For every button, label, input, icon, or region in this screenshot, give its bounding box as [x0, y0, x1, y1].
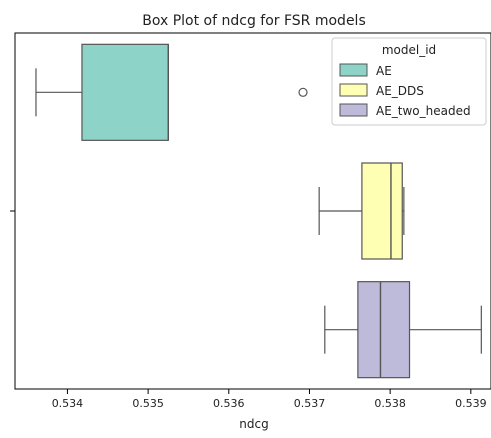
legend: model_id AE AE_DDS AE_two_headed	[331, 37, 487, 126]
legend-title: model_id	[382, 43, 436, 57]
legend-items: AE AE_DDS AE_two_headed	[339, 63, 471, 118]
legend-label: AE_two_headed	[376, 104, 471, 118]
box-iqr	[361, 162, 403, 260]
boxes-group	[35, 43, 482, 379]
x-axis-label: ndcg	[239, 417, 268, 431]
legend-label: AE_DDS	[376, 84, 424, 98]
chart-title: Box Plot of ndcg for FSR models	[142, 13, 366, 29]
x-tick-label: 0.538	[374, 397, 406, 410]
legend-swatch	[339, 103, 368, 117]
x-tick-label: 0.539	[455, 397, 487, 410]
x-tick-label: 0.534	[52, 397, 84, 410]
legend-box	[331, 37, 487, 126]
legend-label: AE	[376, 64, 392, 78]
legend-swatch	[339, 63, 368, 77]
x-axis: 0.534 0.535 0.536 0.537 0.538 0.539	[52, 389, 487, 410]
box-AE	[35, 43, 308, 141]
box-AE_two_headed	[324, 281, 482, 379]
legend-swatch	[339, 83, 368, 97]
x-tick-label: 0.536	[213, 397, 245, 410]
box-AE_DDS	[318, 162, 405, 260]
x-tick-label: 0.535	[132, 397, 164, 410]
outlier-point	[298, 87, 308, 97]
box-iqr	[357, 281, 411, 379]
box-iqr	[81, 43, 169, 141]
x-tick-label: 0.537	[294, 397, 326, 410]
